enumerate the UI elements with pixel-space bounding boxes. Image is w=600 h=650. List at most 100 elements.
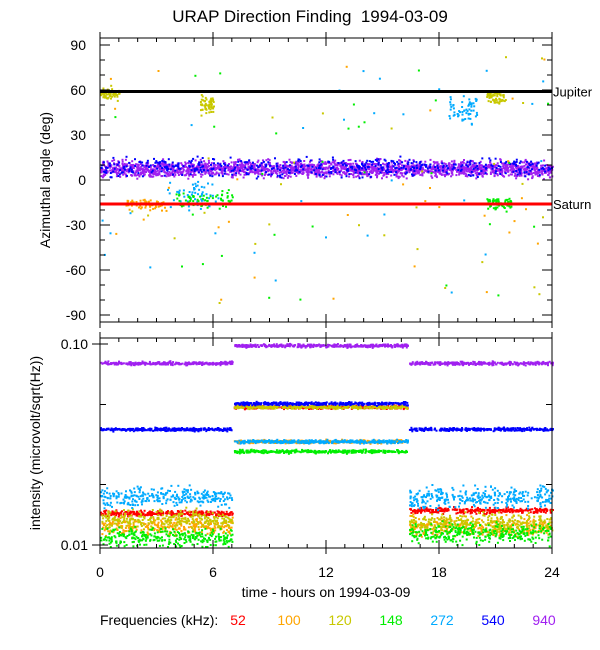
azimuth-point-120: [487, 100, 490, 103]
azimuth-point-940: [272, 170, 275, 172]
azimuth-point-940: [149, 172, 152, 175]
intensity-point-100: [205, 525, 208, 528]
azimuth-point-120: [489, 96, 492, 98]
azimuth-point-148: [510, 205, 513, 208]
azimuth-point-120: [131, 210, 134, 213]
azimuth-point-540: [276, 167, 279, 170]
azimuth-point-272: [470, 122, 473, 125]
azimuth-point-940: [518, 173, 520, 176]
azimuth-point-540: [237, 160, 240, 163]
azimuth-point-120: [116, 95, 119, 98]
azimuth-point-940: [263, 174, 266, 177]
intensity-point-52: [190, 510, 193, 513]
azimuth-point-540: [154, 161, 157, 164]
azimuth-point-940: [247, 163, 250, 166]
azimuth-point-540: [113, 163, 116, 166]
azimuth-point-540: [171, 161, 174, 164]
azimuth-point-540: [478, 172, 481, 175]
azimuth-point-940: [515, 166, 518, 169]
azimuth-point-940: [100, 169, 103, 172]
azimuth-point-540: [166, 166, 169, 169]
intensity-point-100: [177, 527, 180, 530]
azimuth-point-940: [229, 168, 232, 170]
azimuth-point-940: [466, 170, 469, 173]
azimuth-point-540: [364, 166, 367, 169]
azimuth-point-940: [520, 170, 523, 173]
intensity-point-100: [127, 524, 129, 527]
intensity-point-52: [437, 507, 440, 510]
azimuth-point-940: [382, 162, 384, 165]
azimuth-point-540: [405, 171, 408, 174]
azimuth-point-100: [543, 58, 546, 61]
azimuth-point-940: [135, 166, 138, 169]
azimuth-point-272: [169, 206, 172, 209]
intensity-point-52: [124, 511, 127, 513]
azimuth-point-120: [481, 261, 484, 264]
azimuth-point-120: [200, 94, 203, 96]
azimuth-point-940: [343, 171, 346, 174]
intensity-point-100: [104, 522, 107, 525]
azimuth-point-540: [362, 165, 365, 167]
azimuth-point-120: [493, 94, 496, 97]
azimuth-point-540: [384, 159, 387, 162]
azimuth-point-940: [414, 173, 416, 176]
azimuth-point-540: [485, 167, 488, 170]
azimuth-point-940: [253, 166, 256, 169]
azimuth-point-120: [208, 103, 211, 106]
azimuth-point-940: [213, 165, 216, 168]
azimuth-point-940: [229, 166, 232, 169]
azimuth-point-940: [131, 165, 134, 168]
azimuth-point-940: [425, 169, 428, 172]
azimuth-point-940: [345, 173, 348, 176]
azimuth-point-540: [254, 169, 257, 171]
azimuth-point-540: [311, 165, 314, 168]
azimuth-point-540: [251, 161, 254, 164]
azimuth-point-940: [429, 158, 432, 161]
azimuth-point-272: [201, 193, 203, 196]
azimuth-point-940: [232, 166, 235, 168]
intensity-point-52: [135, 511, 138, 514]
azimuth-point-148: [196, 198, 199, 201]
azimuth-point-540: [190, 169, 193, 172]
azimuth-point-120: [489, 100, 492, 103]
azimuth-point-540: [193, 168, 196, 171]
azimuth-point-940: [477, 166, 480, 169]
intensity-point-52: [498, 509, 501, 512]
azimuth-point-940: [140, 172, 143, 175]
intensity-point-52: [474, 510, 477, 513]
intensity-point-52: [542, 510, 545, 513]
azimuth-point-940: [533, 167, 536, 170]
azimuth-point-940: [375, 163, 378, 166]
azimuth-point-272: [470, 105, 473, 108]
azimuth-point-940: [242, 176, 245, 179]
azimuth-point-940: [270, 169, 273, 172]
azimuth-point-940: [542, 178, 545, 181]
azimuth-point-272: [190, 193, 193, 196]
azimuth-point-940: [308, 165, 311, 168]
azimuth-point-148: [363, 121, 366, 124]
azimuth-point-940: [156, 172, 159, 175]
azimuth-point-940: [370, 169, 373, 172]
azimuth-point-272: [169, 181, 172, 184]
azimuth-point-120: [505, 56, 507, 59]
intensity-point-100: [182, 528, 185, 531]
intensity-point-100: [518, 520, 521, 523]
azimuth-point-940: [250, 163, 252, 166]
intensity-point-52: [423, 508, 426, 511]
azimuth-point-540: [459, 169, 462, 172]
azimuth-point-540: [287, 168, 289, 171]
azimuth-point-540: [314, 173, 317, 175]
azimuth-point-540: [269, 164, 272, 167]
intensity-point-52: [477, 506, 479, 509]
azimuth-point-940: [234, 169, 237, 172]
azimuth-point-940: [163, 164, 165, 167]
intensity-point-52: [503, 510, 506, 513]
azimuth-point-540: [419, 161, 422, 163]
azimuth-point-540: [300, 164, 303, 167]
azimuth-point-540: [211, 175, 214, 178]
azimuth-point-940: [458, 172, 461, 175]
azimuth-point-540: [318, 164, 321, 167]
azimuth-point-940: [306, 171, 309, 174]
azimuth-point-540: [371, 163, 374, 166]
azimuth-point-940: [202, 167, 205, 170]
